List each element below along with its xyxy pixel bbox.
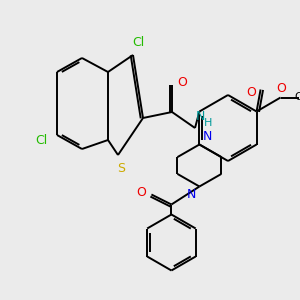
Text: O: O [136,186,146,199]
Text: O: O [247,86,256,99]
Text: O: O [277,82,286,95]
Text: H: H [204,118,212,128]
Text: S: S [117,163,125,176]
Text: N: N [195,110,205,122]
Text: CH₃: CH₃ [294,92,300,103]
Text: N: N [187,188,196,201]
Text: Cl: Cl [132,37,144,50]
Text: O: O [177,76,187,89]
Text: N: N [203,130,212,143]
Text: Cl: Cl [35,134,47,146]
